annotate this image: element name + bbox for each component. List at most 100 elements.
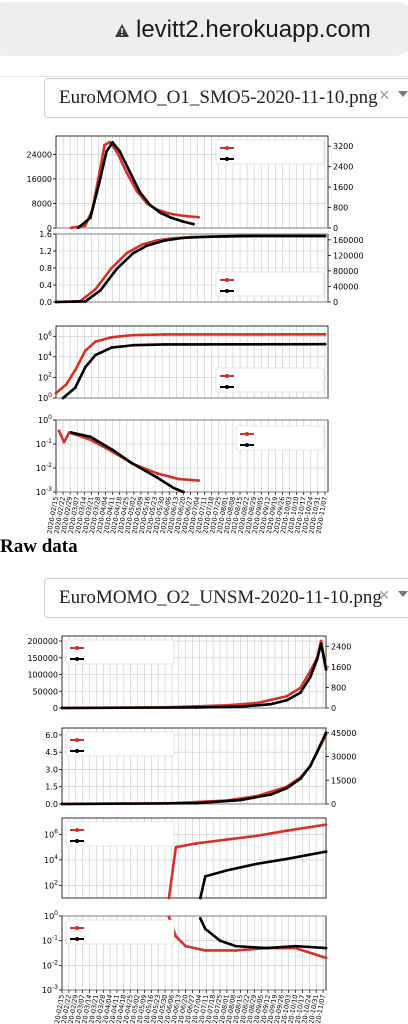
y-tick-label: 0.8 xyxy=(39,264,52,273)
y-tick-label: 8000 xyxy=(32,199,52,208)
data-point-deaths xyxy=(171,486,175,490)
select-value: EuroMOMO_O1_SMO5-2020-11-10.png xyxy=(59,87,378,108)
data-point-deaths xyxy=(299,777,302,781)
data-point-deaths xyxy=(239,705,243,709)
data-point-cases xyxy=(184,944,188,948)
data-point-cases xyxy=(73,368,77,372)
data-point-deaths xyxy=(128,170,132,174)
y-tick-label: 0 xyxy=(53,704,58,713)
data-point-cases xyxy=(187,214,190,218)
y-tick-label: 4.5 xyxy=(45,748,58,757)
data-point-cases xyxy=(299,686,302,690)
legend-box xyxy=(235,425,325,451)
legend-marker-deaths xyxy=(75,839,79,843)
data-point-cases xyxy=(324,956,328,960)
data-point-deaths xyxy=(269,702,273,706)
data-point-deaths xyxy=(182,236,185,240)
data-point-cases xyxy=(125,251,129,255)
data-point-deaths xyxy=(105,149,108,153)
legend-marker-cases xyxy=(75,828,79,832)
data-point-cases xyxy=(57,429,61,433)
legend-box xyxy=(65,821,175,847)
data-point-cases xyxy=(225,838,229,841)
y-tick-label: 3.0 xyxy=(45,765,58,774)
data-point-deaths xyxy=(98,180,101,184)
figure-euromomo-o1-smo5: 0 8000 16000 24000 0 800 1600 2400 3200 0.0 0.4 0.8… xyxy=(27,135,364,534)
legend-marker-deaths xyxy=(245,443,249,447)
data-point-cases xyxy=(94,287,97,291)
data-point-deaths xyxy=(324,946,328,950)
image-select-2[interactable]: EuroMOMO_O2_UNSM-2020-11-10.png × xyxy=(44,578,408,618)
warning-icon xyxy=(115,24,129,37)
y2-tick-label: 15000 xyxy=(331,776,356,785)
figure-euromomo-o2-unsm: 0500001000001500002000000800160024000.01… xyxy=(27,635,356,1024)
data-point-deaths xyxy=(158,211,162,215)
data-point-cases xyxy=(83,224,87,227)
data-point-cases xyxy=(88,438,92,442)
data-point-deaths xyxy=(111,140,115,144)
data-point-deaths xyxy=(308,675,312,679)
series-line-cases xyxy=(167,915,328,960)
legend-marker-cases xyxy=(75,926,79,930)
data-point-deaths xyxy=(198,916,202,920)
y-tick-label: 10-3 xyxy=(36,486,52,497)
legend-marker-deaths xyxy=(225,289,229,293)
data-point-deaths xyxy=(239,798,243,802)
data-point-cases xyxy=(174,845,178,849)
data-point-deaths xyxy=(315,750,319,754)
legend-marker-cases xyxy=(75,646,79,650)
data-point-deaths xyxy=(131,462,135,466)
legend-marker-cases xyxy=(225,374,229,378)
y2-tick-label: 120000 xyxy=(333,251,364,260)
legend-box xyxy=(65,731,175,757)
raw-data-heading: Raw data xyxy=(0,536,78,557)
data-point-deaths xyxy=(76,226,80,230)
address-pill[interactable] xyxy=(0,2,408,56)
legend-marker-deaths xyxy=(75,749,79,753)
y-tick-label: 24000 xyxy=(27,150,52,159)
data-point-deaths xyxy=(145,244,149,248)
data-point-deaths xyxy=(118,149,122,153)
data-point-deaths xyxy=(324,668,328,671)
data-point-cases xyxy=(67,431,71,434)
data-point-cases xyxy=(64,383,68,387)
data-point-deaths xyxy=(110,447,114,451)
data-point-cases xyxy=(319,639,323,643)
data-point-deaths xyxy=(60,706,64,710)
y-tick-label: 100 xyxy=(38,414,52,425)
clear-icon[interactable]: × xyxy=(379,585,390,605)
series-line-deaths xyxy=(199,917,328,950)
y-tick-label: 200000 xyxy=(27,637,58,646)
clear-icon[interactable]: × xyxy=(379,85,390,105)
data-point-cases xyxy=(54,391,58,395)
data-point-deaths xyxy=(115,267,119,271)
data-point-cases xyxy=(125,171,129,175)
y-tick-label: 16000 xyxy=(27,175,52,184)
data-point-cases xyxy=(234,949,238,952)
data-point-deaths xyxy=(323,234,327,238)
y2-tick-label: 2400 xyxy=(331,642,351,651)
y-tick-label: 104 xyxy=(44,854,58,865)
chevron-down-icon[interactable] xyxy=(397,589,408,599)
y-tick-label: 0.4 xyxy=(39,281,52,290)
data-point-cases xyxy=(162,333,166,336)
data-point-deaths xyxy=(148,203,152,207)
y-tick-label: 50000 xyxy=(33,687,58,696)
y-tick-label: 104 xyxy=(38,351,52,362)
data-point-deaths xyxy=(315,657,319,661)
legend-marker-cases xyxy=(225,146,229,150)
y2-tick-label: 40000 xyxy=(333,282,358,291)
y-tick-label: 0.0 xyxy=(39,298,52,307)
data-point-deaths xyxy=(203,875,207,878)
data-point-deaths xyxy=(61,396,65,400)
data-point-deaths xyxy=(169,216,173,220)
data-point-deaths xyxy=(131,252,135,255)
chevron-down-icon[interactable] xyxy=(397,89,408,99)
legend-marker-cases xyxy=(75,738,79,742)
image-select-1[interactable]: EuroMOMO_O1_SMO5-2020-11-10.png × xyxy=(44,78,408,118)
y2-tick-label: 1600 xyxy=(333,183,353,192)
browser-address-bar[interactable]: levitt2.herokuapp.com xyxy=(0,0,408,62)
data-point-cases xyxy=(131,333,135,337)
data-point-deaths xyxy=(182,220,185,224)
legend-box xyxy=(65,919,175,945)
